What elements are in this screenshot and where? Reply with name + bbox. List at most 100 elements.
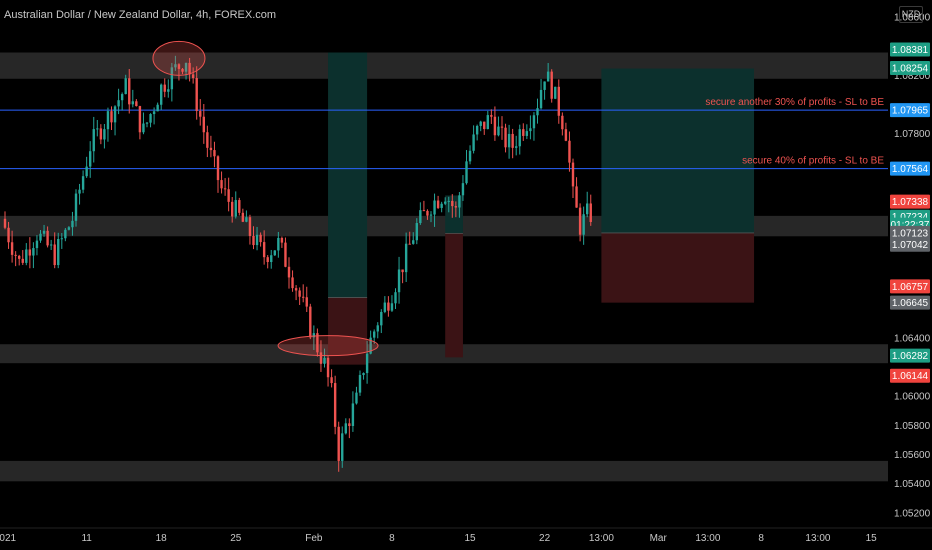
candle-body <box>270 255 273 263</box>
x-tick-label: 11 <box>81 533 92 544</box>
y-tick-label: 1.07800 <box>894 129 931 140</box>
candle-body <box>316 333 319 353</box>
candle-body <box>227 189 230 202</box>
candle-body <box>561 115 564 130</box>
y-tick-label: 1.05200 <box>894 508 931 519</box>
candle-body <box>71 220 74 228</box>
candle-body <box>245 217 248 222</box>
candle-body <box>568 140 571 163</box>
candle-body <box>113 106 117 123</box>
candle-body <box>234 200 237 217</box>
candle-body <box>78 189 81 194</box>
candle-body <box>454 206 458 208</box>
candle-body <box>575 186 578 208</box>
candle-body <box>518 129 521 147</box>
x-tick-label: 18 <box>156 533 168 544</box>
candle-body <box>195 78 198 111</box>
candle-body <box>337 426 340 461</box>
price-badge-label: 1.06645 <box>892 298 929 309</box>
candle-body <box>60 238 63 240</box>
candle-body <box>529 128 532 132</box>
candle-body <box>170 67 174 90</box>
candle-body <box>571 162 575 187</box>
candle-body <box>298 290 301 297</box>
candle-body <box>433 200 436 215</box>
x-tick-label: Mar <box>650 533 668 544</box>
candle-body <box>504 127 507 148</box>
candle-body <box>532 115 536 129</box>
candle-body <box>7 227 10 243</box>
candle-body <box>110 111 113 123</box>
candle-body <box>419 210 422 224</box>
candle-body <box>277 237 280 251</box>
candle-body <box>262 242 266 258</box>
candle-body <box>380 311 383 326</box>
candle-body <box>92 129 95 152</box>
candle-body <box>415 223 418 241</box>
target-note: secure another 30% of profits - SL to BE <box>705 97 884 108</box>
candle-body <box>440 203 443 208</box>
price-badge <box>890 103 930 118</box>
currency-label[interactable]: NZD <box>899 6 923 23</box>
candle-body <box>120 94 124 101</box>
candle-body <box>21 258 24 263</box>
x-tick-label: 15 <box>866 533 878 544</box>
candle-body <box>365 353 369 374</box>
candle-body <box>188 62 191 75</box>
candle-body <box>525 131 529 136</box>
candle-body <box>25 249 28 263</box>
candle-body <box>49 244 53 246</box>
candle-body <box>578 207 582 235</box>
candle-body <box>554 86 557 99</box>
candle-body <box>138 106 142 133</box>
sr-zone <box>0 52 888 79</box>
candle-body <box>397 269 401 293</box>
price-badge-label: 1.07042 <box>892 240 929 251</box>
candle-body <box>156 104 159 112</box>
candle-body <box>344 423 347 434</box>
candle-body <box>330 377 333 384</box>
candle-body <box>266 257 269 263</box>
candle-body <box>103 129 106 140</box>
candle-body <box>255 234 259 246</box>
candle-body <box>81 176 85 190</box>
candle-body <box>248 217 252 236</box>
candle-body <box>177 64 181 69</box>
candle-body <box>131 101 134 105</box>
candle-body <box>85 166 88 177</box>
candle-body <box>511 133 514 148</box>
candle-body <box>223 188 227 190</box>
candle-body <box>497 126 500 136</box>
price-badge <box>890 194 930 209</box>
candle-body <box>468 150 472 162</box>
x-tick-label: 13:00 <box>805 533 830 544</box>
candle-body <box>376 325 379 332</box>
candle-body <box>39 233 42 241</box>
profit-zone <box>601 68 755 233</box>
candle-body <box>3 218 7 228</box>
y-tick-label: 1.06000 <box>894 392 931 403</box>
x-tick-label: 13:00 <box>695 533 720 544</box>
candle-body <box>483 121 486 130</box>
candle-body <box>238 200 241 213</box>
candle-body <box>351 403 355 427</box>
candle-body <box>145 122 149 124</box>
candle-body <box>287 266 291 278</box>
target-note: secure 40% of profits - SL to BE <box>742 156 884 167</box>
candle-body <box>284 242 287 267</box>
candle-body <box>373 331 376 338</box>
candle-body <box>42 230 46 234</box>
candle-body <box>543 81 546 90</box>
candle-body <box>213 150 216 157</box>
price-badge-label: 1.07965 <box>892 106 929 117</box>
candle-body <box>341 433 344 461</box>
candle-body <box>191 74 195 79</box>
candle-body <box>355 392 358 404</box>
candle-body <box>507 133 511 148</box>
candle-body <box>32 248 35 256</box>
candle-body <box>408 243 411 245</box>
candle-body <box>546 71 550 82</box>
price-badge <box>890 225 930 240</box>
candle-body <box>305 297 308 307</box>
